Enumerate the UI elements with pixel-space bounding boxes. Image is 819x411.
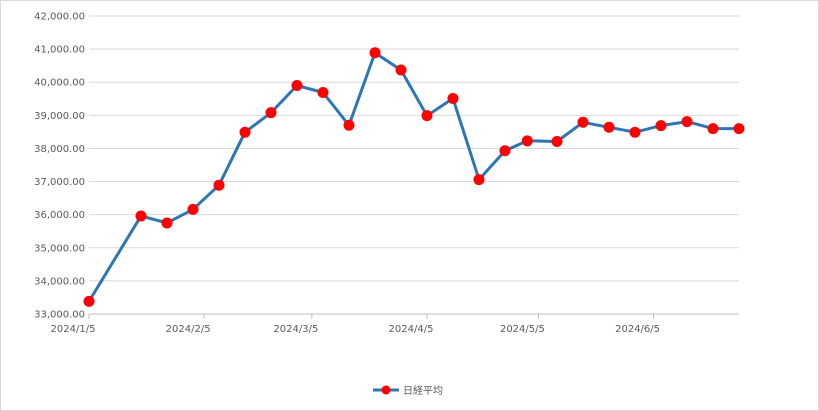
x-tick-label: 2024/2/5 — [166, 324, 211, 335]
legend[interactable]: 日経平均 — [373, 384, 443, 397]
x-axis-tick-labels: 2024/1/5 2024/2/5 2024/3/5 2024/4/5 2024/5/5… — [51, 324, 660, 335]
data-point[interactable] — [291, 80, 303, 92]
data-point[interactable] — [629, 126, 641, 138]
data-point[interactable] — [83, 295, 95, 307]
legend-series-label: 日経平均 — [403, 384, 443, 397]
x-tick-label: 2024/6/5 — [615, 324, 660, 335]
data-point[interactable] — [239, 126, 251, 138]
y-tick-label: 35,000.00 — [34, 243, 85, 254]
data-point[interactable] — [707, 123, 719, 135]
data-point[interactable] — [733, 123, 745, 135]
series-line — [87, 51, 739, 303]
data-point[interactable] — [343, 119, 355, 131]
legend-series-marker-icon — [381, 385, 391, 395]
data-point[interactable] — [521, 135, 533, 147]
y-tick-label: 36,000.00 — [34, 210, 85, 221]
data-point[interactable] — [213, 179, 225, 191]
data-point[interactable] — [187, 203, 199, 215]
data-point[interactable] — [499, 145, 511, 157]
x-tick-label: 2024/4/5 — [389, 324, 434, 335]
y-tick-label: 42,000.00 — [34, 12, 85, 23]
y-tick-label: 33,000.00 — [34, 310, 85, 321]
data-point[interactable] — [603, 121, 615, 133]
x-tick-label: 2024/5/5 — [500, 324, 545, 335]
axes — [88, 313, 739, 319]
y-tick-label: 39,000.00 — [34, 111, 85, 122]
data-point[interactable] — [473, 174, 485, 186]
y-tick-label: 40,000.00 — [34, 78, 85, 89]
data-point[interactable] — [577, 116, 589, 128]
data-point[interactable] — [447, 92, 459, 104]
data-point[interactable] — [551, 135, 563, 147]
data-point[interactable] — [135, 210, 147, 222]
x-tick-label: 2024/1/5 — [51, 324, 96, 335]
y-tick-label: 38,000.00 — [34, 144, 85, 155]
data-point[interactable] — [369, 47, 381, 59]
data-point[interactable] — [395, 64, 407, 76]
series-lines — [87, 51, 739, 303]
data-point[interactable] — [265, 107, 277, 119]
gridlines — [89, 15, 739, 282]
y-tick-label: 37,000.00 — [34, 177, 85, 188]
x-tick-label: 2024/3/5 — [273, 324, 318, 335]
y-tick-label: 41,000.00 — [34, 45, 85, 56]
data-point[interactable] — [161, 217, 173, 229]
data-point[interactable] — [681, 116, 693, 128]
data-point[interactable] — [317, 86, 329, 98]
data-points — [83, 47, 745, 307]
y-axis-tick-labels: 33,000.00 34,000.00 35,000.00 36,000.00 37,0… — [34, 12, 85, 321]
y-tick-label: 34,000.00 — [34, 276, 85, 287]
data-point[interactable] — [421, 110, 433, 122]
data-point[interactable] — [655, 120, 667, 132]
